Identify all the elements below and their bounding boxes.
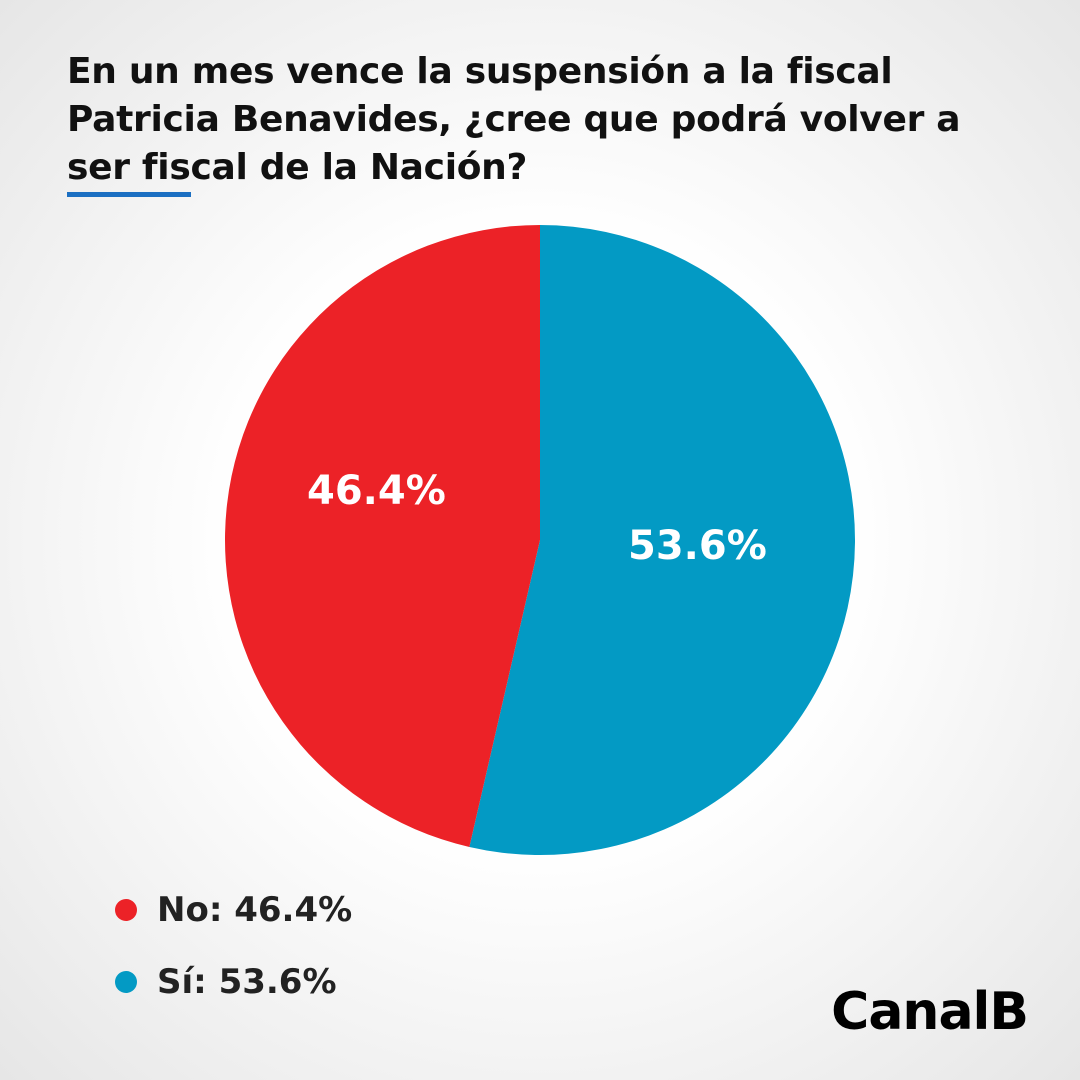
legend-item-no: No: 46.4% — [115, 890, 352, 930]
title-underline — [67, 192, 191, 197]
legend-item-si: Sí: 53.6% — [115, 962, 337, 1002]
chart-title: En un mes vence la suspensión a la fisca… — [67, 51, 961, 188]
legend-dot-no — [115, 899, 137, 921]
pie-slice-no — [225, 224, 540, 847]
canalb-logo: CanalB — [831, 982, 1029, 1042]
legend-dot-si — [115, 971, 137, 993]
data-label-si: 53.6% — [628, 523, 767, 569]
legend-label-no: No: 46.4% — [157, 890, 353, 930]
data-label-no: 46.4% — [307, 468, 446, 514]
legend-label-si: Sí: 53.6% — [157, 962, 337, 1002]
pie-slice-si — [469, 225, 856, 855]
